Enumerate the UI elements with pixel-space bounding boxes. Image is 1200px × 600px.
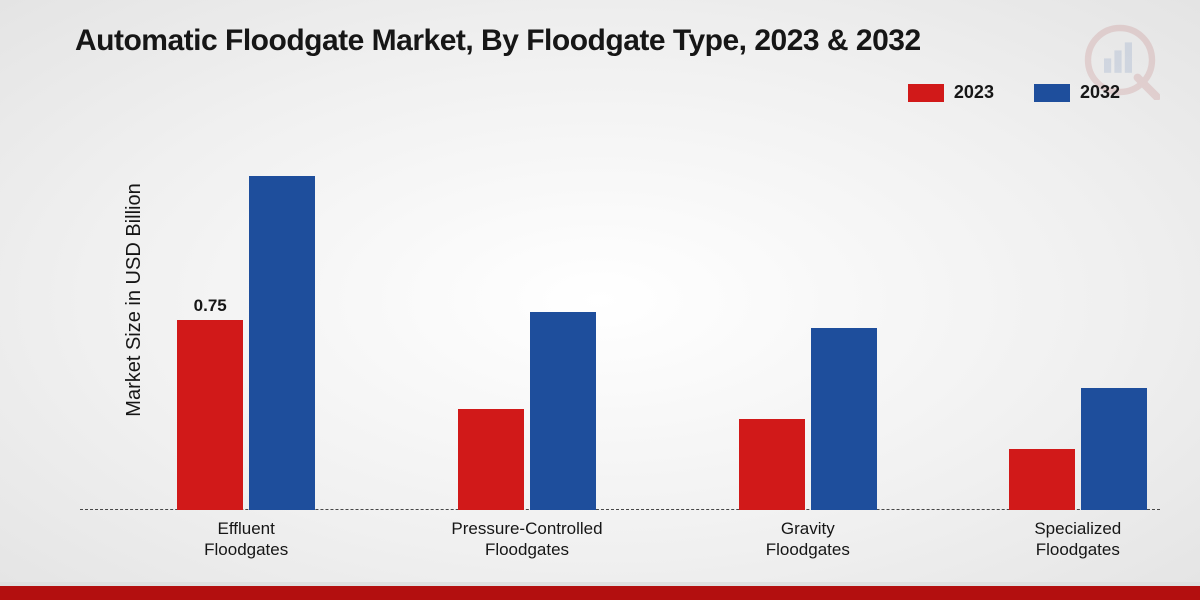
category-label-gravity: GravityFloodgates xyxy=(766,518,850,561)
bar-2032-effluent xyxy=(249,176,315,510)
value-label-effluent: 0.75 xyxy=(177,296,243,316)
legend-item-2023: 2023 xyxy=(908,82,994,103)
legend: 2023 2032 xyxy=(908,82,1120,103)
legend-label-2023: 2023 xyxy=(954,82,994,103)
bar-2023-gravity xyxy=(739,419,805,510)
bar-2023-pressure xyxy=(458,409,524,510)
category-label-effluent: EffluentFloodgates xyxy=(204,518,288,561)
legend-label-2032: 2032 xyxy=(1080,82,1120,103)
legend-item-2032: 2032 xyxy=(1034,82,1120,103)
chart-title: Automatic Floodgate Market, By Floodgate… xyxy=(75,24,921,58)
bar-2023-effluent xyxy=(177,320,243,510)
legend-swatch-2023 xyxy=(908,84,944,102)
bar-2032-pressure xyxy=(530,312,596,510)
footer-bar xyxy=(0,586,1200,600)
bar-group-gravity: GravityFloodgates xyxy=(739,328,877,510)
bar-group-effluent: 0.75 EffluentFloodgates xyxy=(177,176,315,510)
bar-2023-specialized xyxy=(1009,449,1075,510)
category-label-specialized: SpecializedFloodgates xyxy=(1034,518,1121,561)
category-label-pressure: Pressure-ControlledFloodgates xyxy=(451,518,602,561)
bar-group-pressure: Pressure-ControlledFloodgates xyxy=(458,312,596,510)
bar-2032-specialized xyxy=(1081,388,1147,510)
bar-group-specialized: SpecializedFloodgates xyxy=(1009,388,1147,510)
plot-area: 0.75 EffluentFloodgates Pressure-Control… xyxy=(80,130,1160,510)
legend-swatch-2032 xyxy=(1034,84,1070,102)
bar-2032-gravity xyxy=(811,328,877,510)
